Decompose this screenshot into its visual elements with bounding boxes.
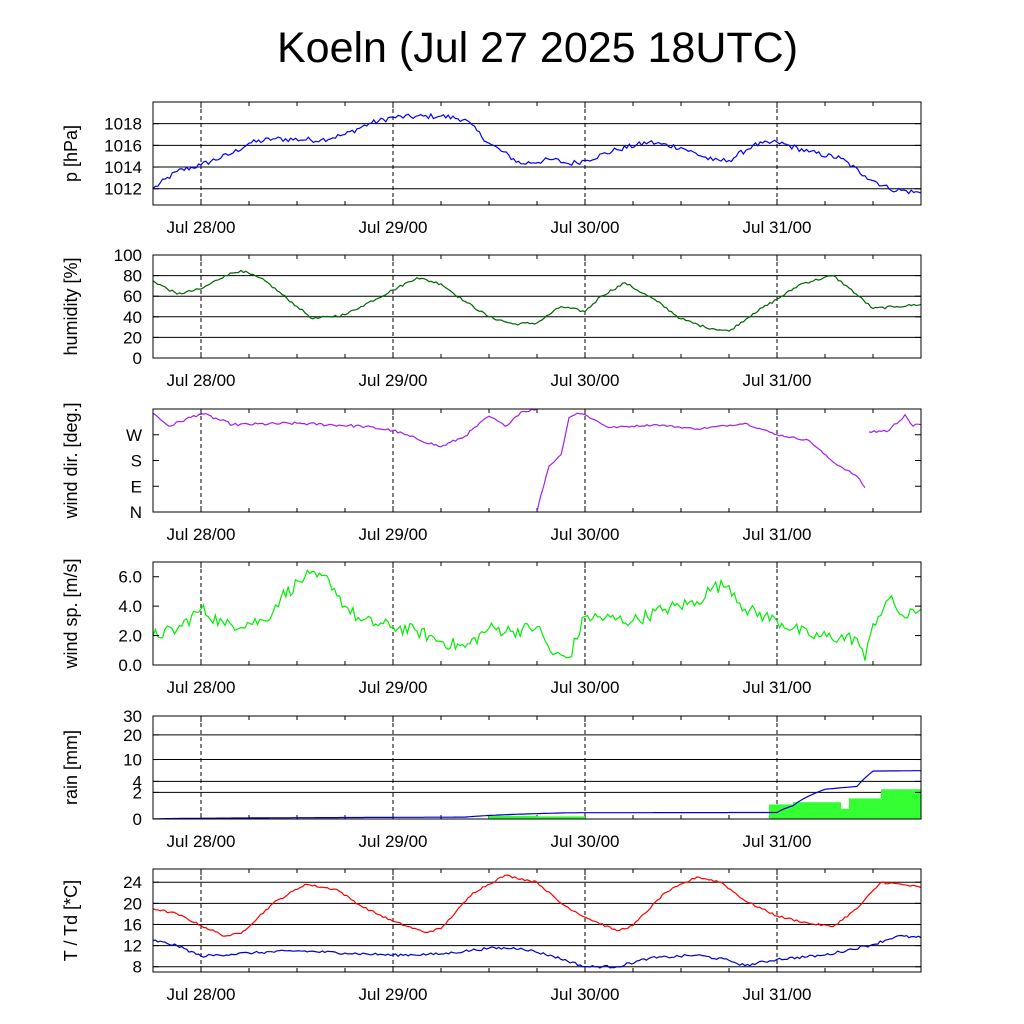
x-tick-label: Jul 30/00 xyxy=(551,985,620,1004)
y-axis-label: p [hPa] xyxy=(61,125,81,182)
rain-bar xyxy=(881,789,921,819)
x-tick-label: Jul 28/00 xyxy=(167,985,236,1004)
y-tick-label: 1014 xyxy=(104,158,142,177)
y-tick-label: 40 xyxy=(123,308,142,327)
y-tick-label: 30 xyxy=(123,707,142,726)
x-tick-label: Jul 31/00 xyxy=(743,678,812,697)
y-tick-label: 6.0 xyxy=(118,568,142,587)
y-tick-label: 16 xyxy=(123,915,142,934)
x-tick-label: Jul 30/00 xyxy=(551,678,620,697)
y-tick-label: 100 xyxy=(114,246,142,265)
y-tick-label: 1016 xyxy=(104,136,142,155)
y-tick-label: 20 xyxy=(123,726,142,745)
rain-bar xyxy=(489,815,537,819)
x-tick-label: Jul 29/00 xyxy=(359,832,428,851)
series-line-wind_direction-2 xyxy=(868,413,921,434)
y-tick-label: 2 xyxy=(133,783,142,802)
plot-frame xyxy=(152,561,922,666)
panel-wind-speed: 0.0 2.0 4.0 6.0 wind sp. [m/s] Jul 28/00 Jul 2… xyxy=(61,558,922,697)
y-axis-label: humidity [%] xyxy=(61,257,81,355)
y-tick-label: 4 xyxy=(133,772,142,791)
y-axis-label: wind dir. [deg.] xyxy=(61,402,81,519)
y-tick-label: S xyxy=(131,452,142,471)
rain-bar xyxy=(537,816,585,819)
x-tick-label: Jul 31/00 xyxy=(743,218,812,237)
plot-frame xyxy=(152,101,922,206)
x-tick-label: Jul 28/00 xyxy=(167,218,236,237)
plot-frame xyxy=(152,254,922,359)
series-line-pressure-0 xyxy=(153,112,921,195)
y-tick-label: 0 xyxy=(133,349,142,368)
x-tick-label: Jul 28/00 xyxy=(167,832,236,851)
series-line-wind_direction-1 xyxy=(536,412,866,512)
y-tick-label: 24 xyxy=(123,873,142,892)
y-tick-label: 1018 xyxy=(104,115,142,134)
y-tick-label: W xyxy=(126,426,142,445)
panel-temperature: 8 12 16 20 24 T / Td [*C] Jul 28/00 Jul 29/00 Ju… xyxy=(61,868,922,1004)
y-tick-label: 2.0 xyxy=(118,627,142,646)
x-tick-label: Jul 29/00 xyxy=(359,371,428,390)
x-tick-label: Jul 28/00 xyxy=(167,525,236,544)
chart-title: Koeln (Jul 27 2025 18UTC) xyxy=(276,24,799,72)
y-tick-label: 60 xyxy=(123,287,142,306)
y-tick-label: 0 xyxy=(133,810,142,829)
x-tick-label: Jul 31/00 xyxy=(743,371,812,390)
y-tick-label: 0.0 xyxy=(118,656,142,675)
series-line-temperature-1 xyxy=(153,934,921,969)
x-tick-label: Jul 28/00 xyxy=(167,678,236,697)
panel-pressure: 1012 1014 1016 1018 p [hPa] Jul 28/00 Jul 29/0… xyxy=(61,101,922,237)
y-tick-label: 8 xyxy=(133,958,142,977)
y-tick-label: 80 xyxy=(123,267,142,286)
x-tick-label: Jul 29/00 xyxy=(359,218,428,237)
series-line-wind_speed-0 xyxy=(153,569,921,661)
x-tick-label: Jul 29/00 xyxy=(359,525,428,544)
y-tick-label: 20 xyxy=(123,894,142,913)
plot-frame xyxy=(152,715,922,820)
rain-bar xyxy=(817,808,865,819)
plot-frame xyxy=(152,868,922,973)
series-line-wind_direction-0 xyxy=(153,409,538,448)
y-tick-label: 1012 xyxy=(104,180,142,199)
x-tick-label: Jul 30/00 xyxy=(551,832,620,851)
y-tick-label: 4.0 xyxy=(118,597,142,616)
y-tick-label: E xyxy=(131,477,142,496)
y-tick-label: 20 xyxy=(123,328,142,347)
x-tick-label: Jul 30/00 xyxy=(551,525,620,544)
x-tick-label: Jul 29/00 xyxy=(359,678,428,697)
x-tick-label: Jul 29/00 xyxy=(359,985,428,1004)
x-tick-label: Jul 30/00 xyxy=(551,371,620,390)
y-tick-label: 12 xyxy=(123,937,142,956)
y-axis-label: rain [mm] xyxy=(61,730,81,805)
x-tick-label: Jul 28/00 xyxy=(167,371,236,390)
x-tick-label: Jul 31/00 xyxy=(743,985,812,1004)
y-tick-label: N xyxy=(130,503,142,522)
series-line-humidity-0 xyxy=(153,269,921,332)
series-line-rain-0 xyxy=(153,770,921,819)
y-tick-label: 10 xyxy=(123,751,142,770)
x-tick-label: Jul 30/00 xyxy=(551,218,620,237)
y-axis-label: wind sp. [m/s] xyxy=(61,558,81,669)
x-tick-label: Jul 31/00 xyxy=(743,832,812,851)
x-tick-label: Jul 31/00 xyxy=(743,525,812,544)
y-axis-label: T / Td [*C] xyxy=(61,880,81,961)
series-line-temperature-0 xyxy=(153,874,921,937)
